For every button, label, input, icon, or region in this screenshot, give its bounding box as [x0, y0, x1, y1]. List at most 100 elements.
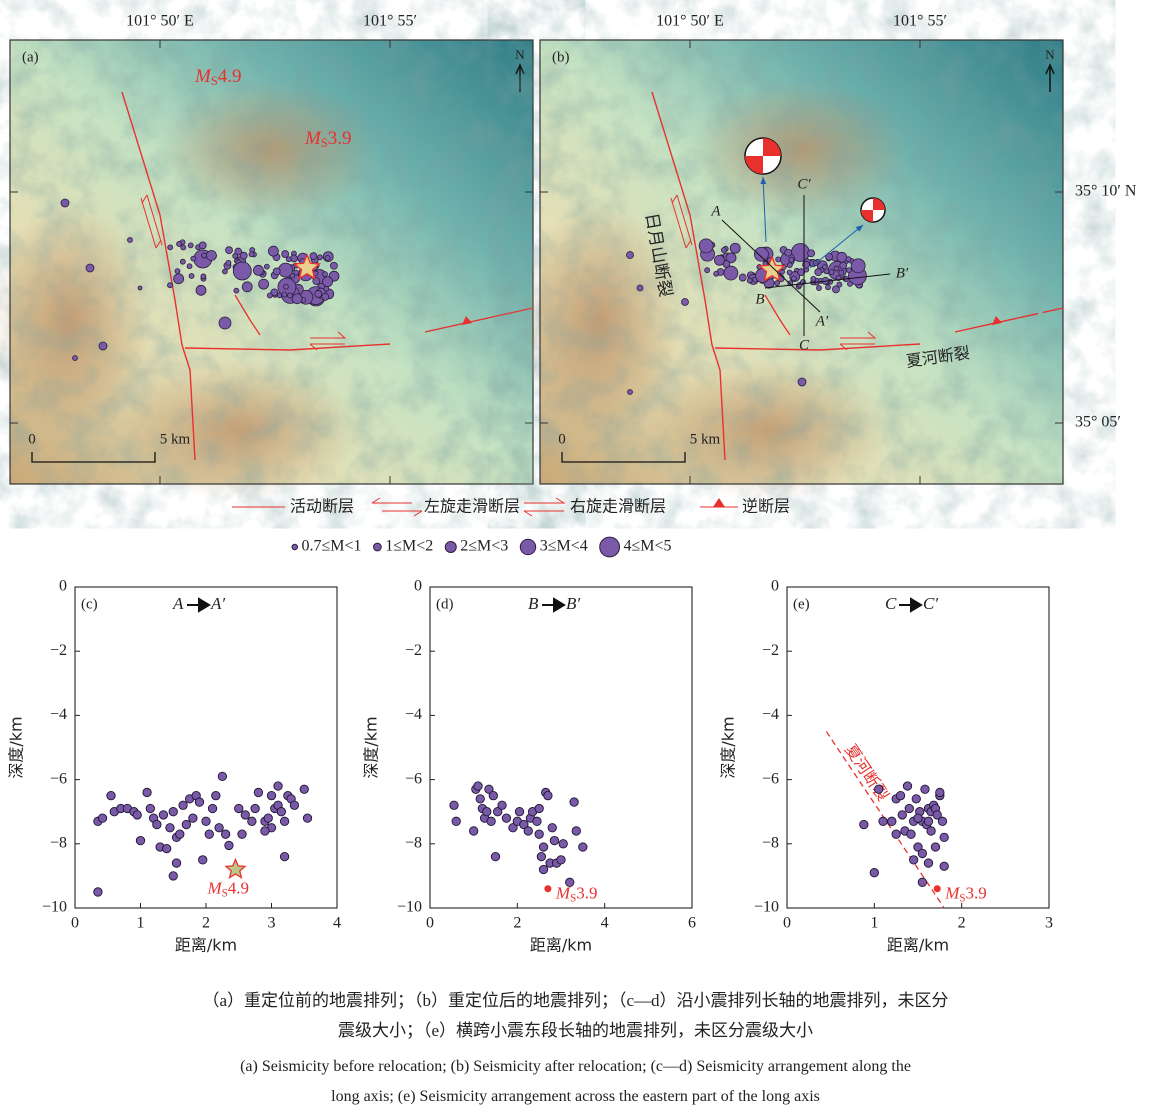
- legend-event: [445, 542, 456, 553]
- event-point: [927, 827, 935, 835]
- section-end: A′: [210, 594, 225, 613]
- event-point: [570, 798, 578, 806]
- magnitude-symbol: M: [304, 128, 322, 149]
- event: [834, 266, 839, 271]
- y-tick-label: −6: [405, 770, 422, 787]
- event-point: [483, 808, 491, 816]
- event: [268, 246, 278, 256]
- event: [714, 255, 724, 265]
- event: [264, 264, 269, 269]
- x-axis-label: 距离/km: [175, 936, 237, 955]
- event-point: [550, 836, 558, 844]
- caption-en-1: (a) Seismicity before relocation; (b) Se…: [0, 1058, 1151, 1076]
- magnitude-label: MS3.9: [304, 128, 351, 149]
- event: [86, 264, 94, 272]
- event: [851, 259, 865, 273]
- x-tick-label: 3: [268, 915, 276, 932]
- event-point: [248, 817, 256, 825]
- event: [187, 264, 192, 269]
- event-point: [535, 804, 543, 812]
- event: [282, 251, 289, 258]
- magnitude-symbol: M: [555, 884, 571, 903]
- event: [826, 285, 831, 290]
- event-point: [498, 801, 506, 809]
- magnitude-symbol: M: [944, 884, 960, 903]
- event-point: [515, 808, 523, 816]
- event: [282, 292, 287, 297]
- event: [73, 356, 78, 361]
- event-point: [169, 808, 177, 816]
- panel-label: (a): [22, 49, 39, 65]
- event-point: [452, 817, 460, 825]
- x-tick-label: 4: [601, 915, 609, 932]
- legend-label: 0.7≤M<1: [302, 538, 362, 555]
- map: (a)101° 50′ E101° 55′N05 km: [0, 13, 533, 500]
- x-tick-label: 2: [202, 915, 210, 932]
- legend-left-lateral: [372, 498, 422, 516]
- event-point: [290, 801, 298, 809]
- event: [267, 293, 272, 298]
- profile-label: B: [755, 291, 764, 307]
- magnitude-value: 4.9: [218, 66, 242, 87]
- profile-label: A: [710, 203, 721, 219]
- event-point: [892, 830, 900, 838]
- event-point: [133, 811, 141, 819]
- y-axis-label: 深度/km: [719, 716, 738, 778]
- event: [191, 256, 196, 261]
- event: [846, 257, 851, 262]
- event-point: [875, 785, 883, 793]
- event: [747, 278, 752, 283]
- event-point: [159, 811, 167, 819]
- legend-thrust-triangle: [713, 498, 725, 507]
- legend-label: 2≤M<3: [460, 538, 508, 555]
- event: [219, 317, 231, 329]
- y-tick-label: −4: [762, 706, 779, 723]
- event-point: [182, 820, 190, 828]
- event-point: [557, 856, 565, 864]
- event-point: [905, 804, 913, 812]
- event-point: [537, 852, 545, 860]
- x-tick-label: 4: [333, 915, 341, 932]
- event: [259, 279, 269, 289]
- panel-label: (b): [552, 49, 570, 65]
- event-point: [212, 791, 220, 799]
- event: [776, 257, 781, 262]
- legend: 活动断层左旋走滑断层右旋走滑断层逆断层0.7≤M<11≤M<22≤M<33≤M<…: [232, 497, 790, 557]
- scale-label: 0: [558, 431, 566, 447]
- caption-en-2: long axis; (e) Seismicity arrangement ac…: [0, 1088, 1151, 1106]
- y-tick-label: −8: [762, 834, 779, 851]
- event-point: [907, 830, 915, 838]
- x-tick-label: 0: [426, 915, 434, 932]
- legend-label: 活动断层: [290, 497, 354, 516]
- profile-label: B′: [896, 265, 909, 281]
- scale-label: 5 km: [690, 431, 721, 447]
- event-point: [870, 868, 878, 876]
- event: [226, 247, 233, 254]
- event: [837, 252, 847, 262]
- event: [253, 265, 263, 275]
- event-point: [487, 817, 495, 825]
- event-point: [163, 844, 171, 852]
- event: [294, 270, 299, 275]
- event: [315, 290, 322, 297]
- event: [199, 242, 206, 249]
- event-point: [136, 836, 144, 844]
- relief: [540, 40, 1063, 484]
- event-point: [267, 791, 275, 799]
- event-point: [535, 830, 543, 838]
- event-point: [450, 801, 458, 809]
- event-point: [264, 814, 272, 822]
- lat-label: 35° 10′ N: [1075, 183, 1137, 200]
- event: [226, 260, 231, 265]
- event-point: [218, 772, 226, 780]
- section-start: A: [172, 594, 184, 613]
- event-point: [924, 859, 932, 867]
- mainshock: [934, 885, 941, 892]
- legend-event: [374, 543, 382, 551]
- event: [286, 257, 291, 262]
- event: [840, 262, 847, 269]
- x-tick-label: 6: [688, 915, 696, 932]
- scale-label: 5 km: [160, 431, 191, 447]
- event-point: [179, 801, 187, 809]
- event: [180, 259, 185, 264]
